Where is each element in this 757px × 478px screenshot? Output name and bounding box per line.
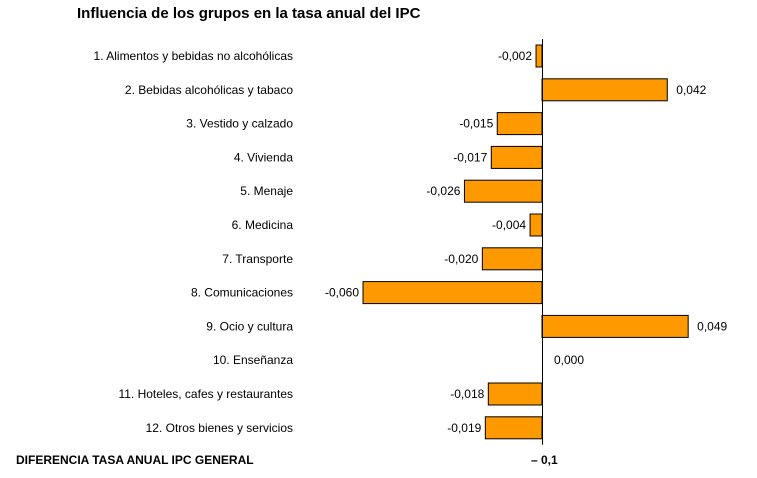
footer-value: – 0,1 xyxy=(531,453,558,467)
bar xyxy=(362,281,543,305)
category-label: 12. Otros bienes y servicios xyxy=(146,421,293,435)
category-label: 1. Alimentos y bebidas no alcohólicas xyxy=(94,49,293,63)
category-label: 4. Vivienda xyxy=(234,150,293,164)
category-label: 8. Comunicaciones xyxy=(191,286,293,300)
category-label: 7. Transporte xyxy=(222,252,293,266)
bar xyxy=(541,78,668,102)
category-label: 11. Hoteles, cafes y restaurantes xyxy=(118,387,293,401)
bar xyxy=(484,416,543,440)
value-label: -0,060 xyxy=(325,286,359,300)
bar xyxy=(481,247,543,271)
value-label: -0,020 xyxy=(444,252,478,266)
category-label: 5. Menaje xyxy=(240,184,293,198)
value-label: -0,018 xyxy=(450,387,484,401)
category-label: 3. Vestido y calzado xyxy=(186,117,293,131)
bar xyxy=(529,213,543,237)
value-label: -0,026 xyxy=(426,184,460,198)
bar xyxy=(487,382,543,406)
category-label: 9. Ocio y cultura xyxy=(206,319,293,333)
category-label: 10. Enseñanza xyxy=(213,353,293,367)
value-label: -0,019 xyxy=(447,421,481,435)
value-label: -0,015 xyxy=(459,117,493,131)
bar xyxy=(535,44,543,68)
value-label: -0,002 xyxy=(498,49,532,63)
bar xyxy=(490,145,543,169)
value-label: 0,042 xyxy=(676,83,706,97)
value-label: 0,049 xyxy=(697,319,727,333)
footer-label: DIFERENCIA TASA ANUAL IPC GENERAL xyxy=(16,453,254,467)
bar xyxy=(541,314,689,338)
value-label: -0,004 xyxy=(492,218,526,232)
bar xyxy=(463,179,543,203)
category-label: 6. Medicina xyxy=(232,218,294,232)
bar xyxy=(496,112,543,136)
value-label: -0,017 xyxy=(453,150,487,164)
value-label: 0,000 xyxy=(554,353,584,367)
category-label: 2. Bebidas alcohólicas y tabaco xyxy=(125,83,293,97)
chart-title: Influencia de los grupos en la tasa anua… xyxy=(77,5,421,22)
